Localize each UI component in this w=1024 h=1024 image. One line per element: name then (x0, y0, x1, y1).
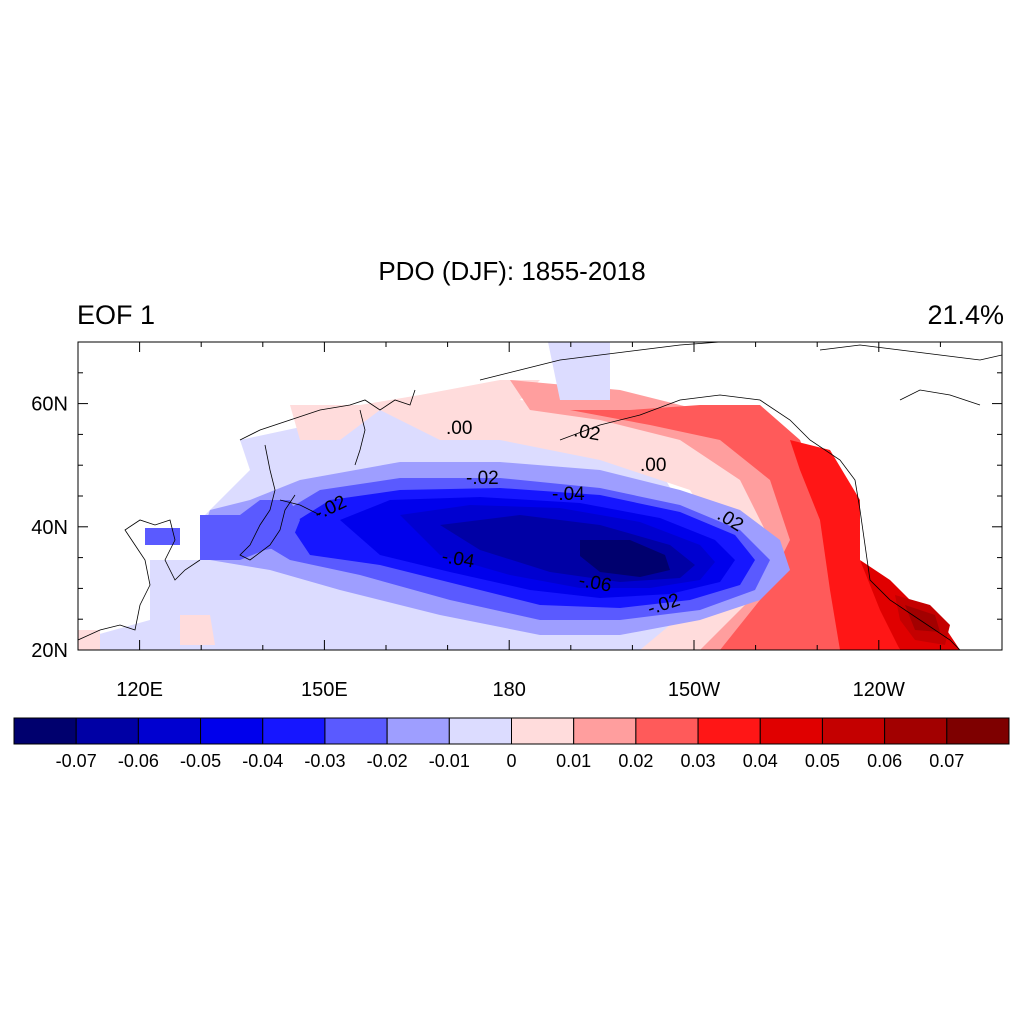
colorbar-box (697, 717, 761, 745)
lon-tick-label: 180 (493, 679, 526, 701)
colorbar-label: 0.07 (929, 751, 964, 771)
lat-tick-label: 40N (31, 517, 68, 539)
map-title: PDO (DJF): 1855-2018 (378, 256, 646, 286)
colorbar-label: -0.01 (429, 751, 470, 771)
colorbar-label: 0.01 (556, 751, 591, 771)
eof-field (78, 342, 1002, 650)
colorbar-box (946, 717, 1010, 745)
right-subtitle: 21.4% (927, 300, 1004, 330)
colorbar-box (75, 717, 139, 745)
colorbar-label: -0.05 (180, 751, 221, 771)
colorbar-label: -0.04 (242, 751, 283, 771)
lon-tick-label: 150E (301, 679, 348, 701)
map-ticks (77, 341, 1003, 651)
contour-label: .00 (640, 455, 666, 476)
colorbar-labels: -0.07 -0.06 -0.05 -0.04 -0.03 -0.02 -0.01 0 0.01… (56, 751, 965, 771)
colorbar-box (635, 717, 699, 745)
contour-label: .00 (446, 418, 472, 439)
colorbar-label: -0.06 (118, 751, 159, 771)
colorbar-label: 0 (506, 751, 516, 771)
left-subtitle: EOF 1 (77, 300, 156, 330)
colorbar-box (200, 717, 264, 745)
colorbar-label: 0.02 (618, 751, 653, 771)
map-tick-labels: 120E 150E 180 150W 120W 20N 40N 60N (31, 394, 905, 701)
lat-tick-label: 20N (31, 640, 68, 662)
colorbar-box (511, 717, 575, 745)
coastlines (78, 342, 1002, 650)
lat-tick-label: 60N (31, 394, 68, 416)
colorbar-box (137, 717, 202, 745)
contour-label: -.04 (552, 484, 585, 505)
colorbar (13, 717, 1010, 745)
colorbar-label: 0.03 (681, 751, 716, 771)
lon-tick-label: 120W (853, 679, 905, 701)
colorbar-label: -0.07 (56, 751, 97, 771)
colorbar-label: -0.03 (304, 751, 345, 771)
lon-tick-label: 120E (116, 679, 163, 701)
lon-tick-label: 150W (668, 679, 720, 701)
colorbar-box (13, 717, 77, 745)
colorbar-box (759, 717, 823, 745)
colorbar-box (821, 717, 886, 745)
colorbar-box (262, 717, 326, 745)
contour-label: -.02 (466, 468, 499, 489)
colorbar-label: 0.06 (867, 751, 902, 771)
colorbar-box (884, 717, 948, 745)
colorbar-box (386, 717, 450, 745)
colorbar-label: 0.05 (805, 751, 840, 771)
colorbar-box (324, 717, 388, 745)
colorbar-label: 0.04 (743, 751, 778, 771)
colorbar-box (573, 717, 637, 745)
colorbar-box (448, 717, 512, 745)
colorbar-label: -0.02 (367, 751, 408, 771)
contour-label: .02 (572, 420, 602, 445)
